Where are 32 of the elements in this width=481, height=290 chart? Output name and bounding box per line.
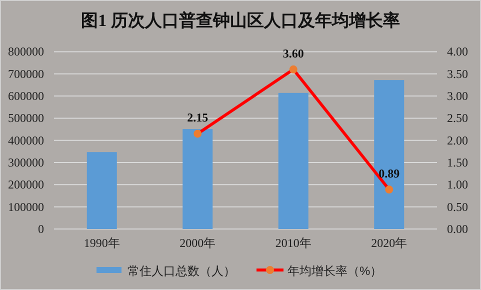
y2-tick-label: 2.00 bbox=[447, 133, 468, 148]
chart-title: 图1 历次人口普查钟山区人口及年均增长率 bbox=[81, 10, 400, 30]
x-tick-label: 2010年 bbox=[275, 236, 312, 250]
legend-label: 年均增长率（%） bbox=[288, 264, 382, 278]
y-tick-label: 600000 bbox=[8, 89, 44, 104]
y-tick-label: 200000 bbox=[8, 178, 44, 192]
y-tick-label: 300000 bbox=[8, 156, 44, 170]
y2-tick-label: 4.00 bbox=[447, 44, 468, 59]
y2-tick-label: 1.50 bbox=[447, 156, 468, 170]
legend-label: 常住人口总数（人） bbox=[128, 264, 236, 278]
bar bbox=[374, 80, 404, 229]
y-tick-label: 500000 bbox=[8, 111, 44, 126]
bar bbox=[86, 152, 117, 229]
y-tick-label: 800000 bbox=[8, 44, 44, 59]
y2-tick-label: 0.00 bbox=[447, 222, 468, 236]
x-tick-label: 2020年 bbox=[371, 236, 408, 250]
bar bbox=[278, 92, 308, 229]
y2-tick-label: 2.50 bbox=[447, 111, 468, 126]
data-label: 0.89 bbox=[378, 166, 400, 181]
data-label: 2.15 bbox=[187, 110, 208, 125]
bar bbox=[182, 129, 213, 229]
x-tick-label: 1990年 bbox=[84, 236, 120, 250]
y2-tick-label: 1.00 bbox=[447, 178, 468, 192]
y-tick-label: 0 bbox=[38, 222, 44, 236]
x-tick-label: 2000年 bbox=[180, 236, 216, 250]
y2-tick-label: 0.50 bbox=[447, 200, 468, 214]
y-tick-label: 400000 bbox=[8, 133, 44, 148]
y-tick-label: 100000 bbox=[8, 200, 44, 214]
y2-tick-label: 3.50 bbox=[447, 66, 468, 81]
y-tick-label: 700000 bbox=[8, 66, 44, 81]
y2-tick-label: 3.00 bbox=[447, 89, 468, 104]
data-label: 3.60 bbox=[282, 46, 304, 60]
